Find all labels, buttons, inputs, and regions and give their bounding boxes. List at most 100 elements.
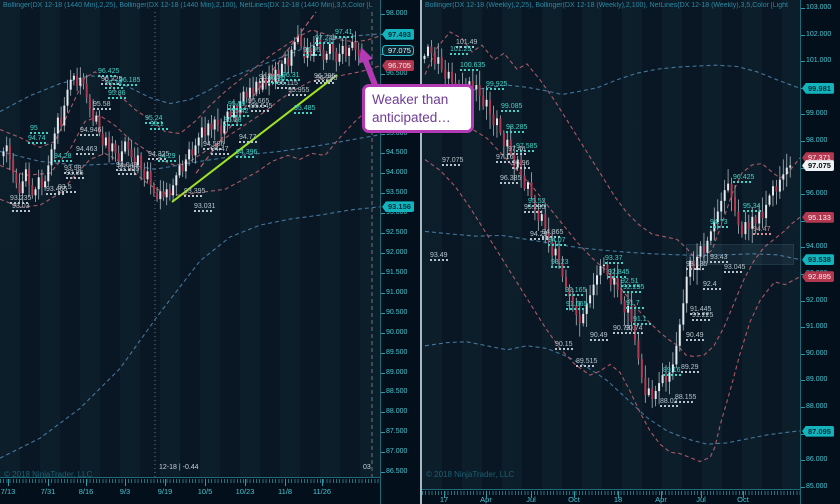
- time-tick-label: Apr: [480, 495, 492, 504]
- price-tick: 88.000: [801, 402, 840, 412]
- candle-up: [268, 73, 271, 86]
- chart-panel-weekly[interactable]: 101.49101.25100.63599.92599.499.08598.28…: [422, 0, 840, 504]
- chart-panel-daily[interactable]: 12-18 | -0.44 03 93.235 93.03 95 94.74 94.28 93…: [0, 0, 421, 504]
- candle-down: [565, 276, 567, 288]
- highlight-region[interactable]: [686, 244, 794, 265]
- candle-down: [651, 388, 654, 399]
- time-tick-label: Jul: [526, 495, 536, 504]
- price-axis-weekly[interactable]: 103.000102.000101.000100.00099.00098.000…: [800, 0, 840, 504]
- price-badge: 92.895: [802, 271, 834, 283]
- candle-up: [348, 47, 351, 56]
- annotation-callout[interactable]: Weaker than anticipated…: [362, 84, 474, 134]
- candle-up: [706, 240, 709, 253]
- candle-up: [758, 211, 761, 224]
- candle-down: [181, 165, 184, 172]
- netline-label: 94.28: [54, 153, 74, 163]
- candle-down: [98, 115, 101, 134]
- candle-down: [761, 211, 764, 219]
- bollinger-band-25: [424, 31, 800, 259]
- netline-label: 96.95: [303, 47, 323, 56]
- price-badge: 97.493: [382, 28, 414, 40]
- channel-line[interactable]: [195, 11, 317, 174]
- price-badge: 96.705: [382, 60, 414, 72]
- price-tick: 96.500: [381, 69, 421, 79]
- candle-down: [533, 196, 536, 211]
- time-tick-label: 17: [439, 495, 449, 504]
- candle-down: [737, 211, 740, 225]
- candle-down: [558, 248, 561, 264]
- candle-up: [661, 375, 664, 384]
- candle-down: [609, 275, 612, 285]
- time-tick: [165, 479, 166, 486]
- candle-up: [248, 87, 251, 98]
- time-tick: [444, 491, 445, 498]
- trendline-up[interactable]: [171, 74, 338, 203]
- candle-down: [568, 287, 571, 297]
- price-tick: 87.500: [381, 427, 421, 437]
- netline-label: 93.395: [184, 188, 206, 198]
- candle-down: [630, 305, 633, 322]
- candle-down: [210, 123, 213, 130]
- time-tick: [285, 479, 286, 486]
- price-badge: 93.156: [382, 201, 414, 213]
- price-tick: 93.500: [381, 188, 421, 198]
- time-axis-daily[interactable]: 7/13 7/31 8/16 9/3 9/19 10/5 10/23 11/8 11/26: [0, 477, 380, 504]
- time-tick: [574, 491, 575, 498]
- netline-label: 95.42: [231, 108, 251, 117]
- candle-down: [433, 53, 436, 64]
- time-tick: [245, 479, 246, 486]
- panel-splitter[interactable]: [420, 0, 422, 504]
- candle-down: [471, 81, 474, 90]
- candle-down: [140, 155, 143, 170]
- candle-up: [589, 295, 592, 304]
- candle-up: [596, 275, 598, 285]
- netline-label: 97.46: [508, 146, 528, 156]
- candle-down: [489, 99, 491, 115]
- bollinger-bands: [424, 31, 800, 463]
- candle-down: [357, 49, 360, 56]
- candlestick-series: [2, 25, 363, 210]
- watermark-daily: © 2018 NinjaTrader, LLC: [4, 470, 93, 479]
- candle-down: [92, 109, 95, 122]
- candle-up: [585, 303, 588, 314]
- netline-label: 94.47: [753, 226, 773, 235]
- netline-label: 93.85: [66, 170, 86, 180]
- candle-up: [778, 179, 781, 192]
- price-tick: 88.500: [381, 387, 421, 397]
- candle-down: [8, 145, 11, 160]
- price-badge: 99.981: [802, 82, 834, 94]
- candle-down: [623, 300, 626, 313]
- candle-up: [63, 105, 66, 126]
- candle-up: [599, 266, 602, 276]
- candle-up: [56, 117, 59, 134]
- candle-down: [344, 45, 347, 56]
- netline-label: 91.1: [633, 316, 653, 325]
- time-tick: [618, 491, 619, 498]
- candle-up: [274, 69, 277, 82]
- price-tick: 93.000: [381, 208, 421, 218]
- price-tick: 89.000: [801, 375, 840, 385]
- price-axis-daily[interactable]: 98.00097.50097.00096.50096.00095.50095.0…: [380, 0, 421, 504]
- price-badge: 93.538: [802, 254, 834, 266]
- candle-down: [444, 69, 447, 79]
- netline-label: 101.25: [450, 45, 472, 55]
- candle-down: [204, 127, 207, 136]
- price-tick: 103.000: [801, 3, 840, 13]
- netline-label: 93.135: [686, 261, 708, 271]
- netline-label: 94.47: [211, 146, 231, 155]
- annotation-text-line2: anticipated…: [372, 109, 451, 125]
- candle-up: [47, 165, 50, 182]
- netline-label: 91.7: [626, 300, 646, 309]
- candle-down: [509, 139, 512, 155]
- time-axis-weekly[interactable]: 17 Apr Jul Oct 18 Apr Jul Oct: [422, 489, 800, 504]
- plot-area-daily[interactable]: 12-18 | -0.44 03 93.235 93.03 95 94.74 94.28 93…: [0, 0, 380, 477]
- candle-up: [213, 119, 216, 130]
- candle-down: [606, 264, 609, 276]
- plot-area-weekly[interactable]: 101.49101.25100.63599.92599.499.08598.28…: [422, 0, 800, 489]
- netline-label: 94.74: [28, 135, 48, 144]
- netline-label: 94.396: [236, 148, 258, 158]
- candle-up: [146, 171, 149, 180]
- netline-label: 96.96: [512, 160, 532, 169]
- bollinger-band-25: [424, 90, 800, 358]
- price-tick: 94.500: [381, 148, 421, 158]
